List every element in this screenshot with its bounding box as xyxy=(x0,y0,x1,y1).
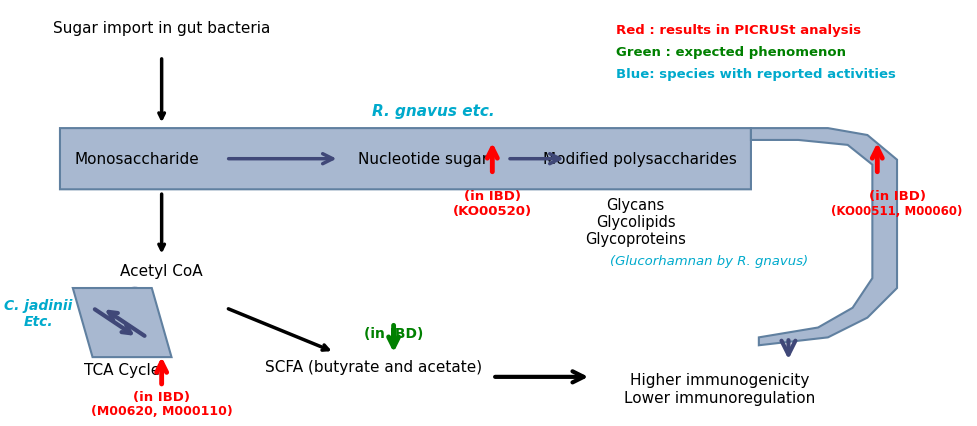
Text: (M00620, M000110): (M00620, M000110) xyxy=(91,405,233,417)
Text: Red : results in PICRUSt analysis: Red : results in PICRUSt analysis xyxy=(616,24,861,37)
FancyBboxPatch shape xyxy=(60,129,751,190)
Text: Monosaccharide: Monosaccharide xyxy=(74,152,199,167)
PathPatch shape xyxy=(751,129,897,345)
Text: SCFA (butyrate and acetate): SCFA (butyrate and acetate) xyxy=(266,359,483,374)
Text: (Glucorhamnan by R. gnavus): (Glucorhamnan by R. gnavus) xyxy=(611,255,809,268)
Text: C. jadinii
Etc.: C. jadinii Etc. xyxy=(4,298,72,328)
Text: Lower immunoregulation: Lower immunoregulation xyxy=(623,390,815,405)
Text: Green : expected phenomenon: Green : expected phenomenon xyxy=(616,46,846,59)
PathPatch shape xyxy=(73,288,172,357)
Text: R. gnavus etc.: R. gnavus etc. xyxy=(372,104,494,119)
Text: (in IBD): (in IBD) xyxy=(363,326,423,340)
Text: Higher immunogenicity: Higher immunogenicity xyxy=(629,372,809,387)
Text: Blue: species with reported activities: Blue: species with reported activities xyxy=(616,68,896,81)
Text: TCA Cycle: TCA Cycle xyxy=(84,362,160,377)
Text: Sugar import in gut bacteria: Sugar import in gut bacteria xyxy=(53,20,271,35)
Text: (in IBD): (in IBD) xyxy=(464,190,521,203)
Text: Acetyl CoA: Acetyl CoA xyxy=(120,264,203,279)
Text: Modified polysaccharides: Modified polysaccharides xyxy=(543,152,738,167)
Text: Nucleotide sugar: Nucleotide sugar xyxy=(359,152,488,167)
Text: Glycans: Glycans xyxy=(607,198,664,213)
Text: (in IBD): (in IBD) xyxy=(869,190,925,203)
Text: (in IBD): (in IBD) xyxy=(133,390,191,403)
Text: (KO00511, M00060): (KO00511, M00060) xyxy=(831,204,962,218)
Text: (KO00520): (KO00520) xyxy=(452,204,531,218)
Text: Glycolipids: Glycolipids xyxy=(596,214,675,230)
Text: Glycoproteins: Glycoproteins xyxy=(585,231,686,246)
